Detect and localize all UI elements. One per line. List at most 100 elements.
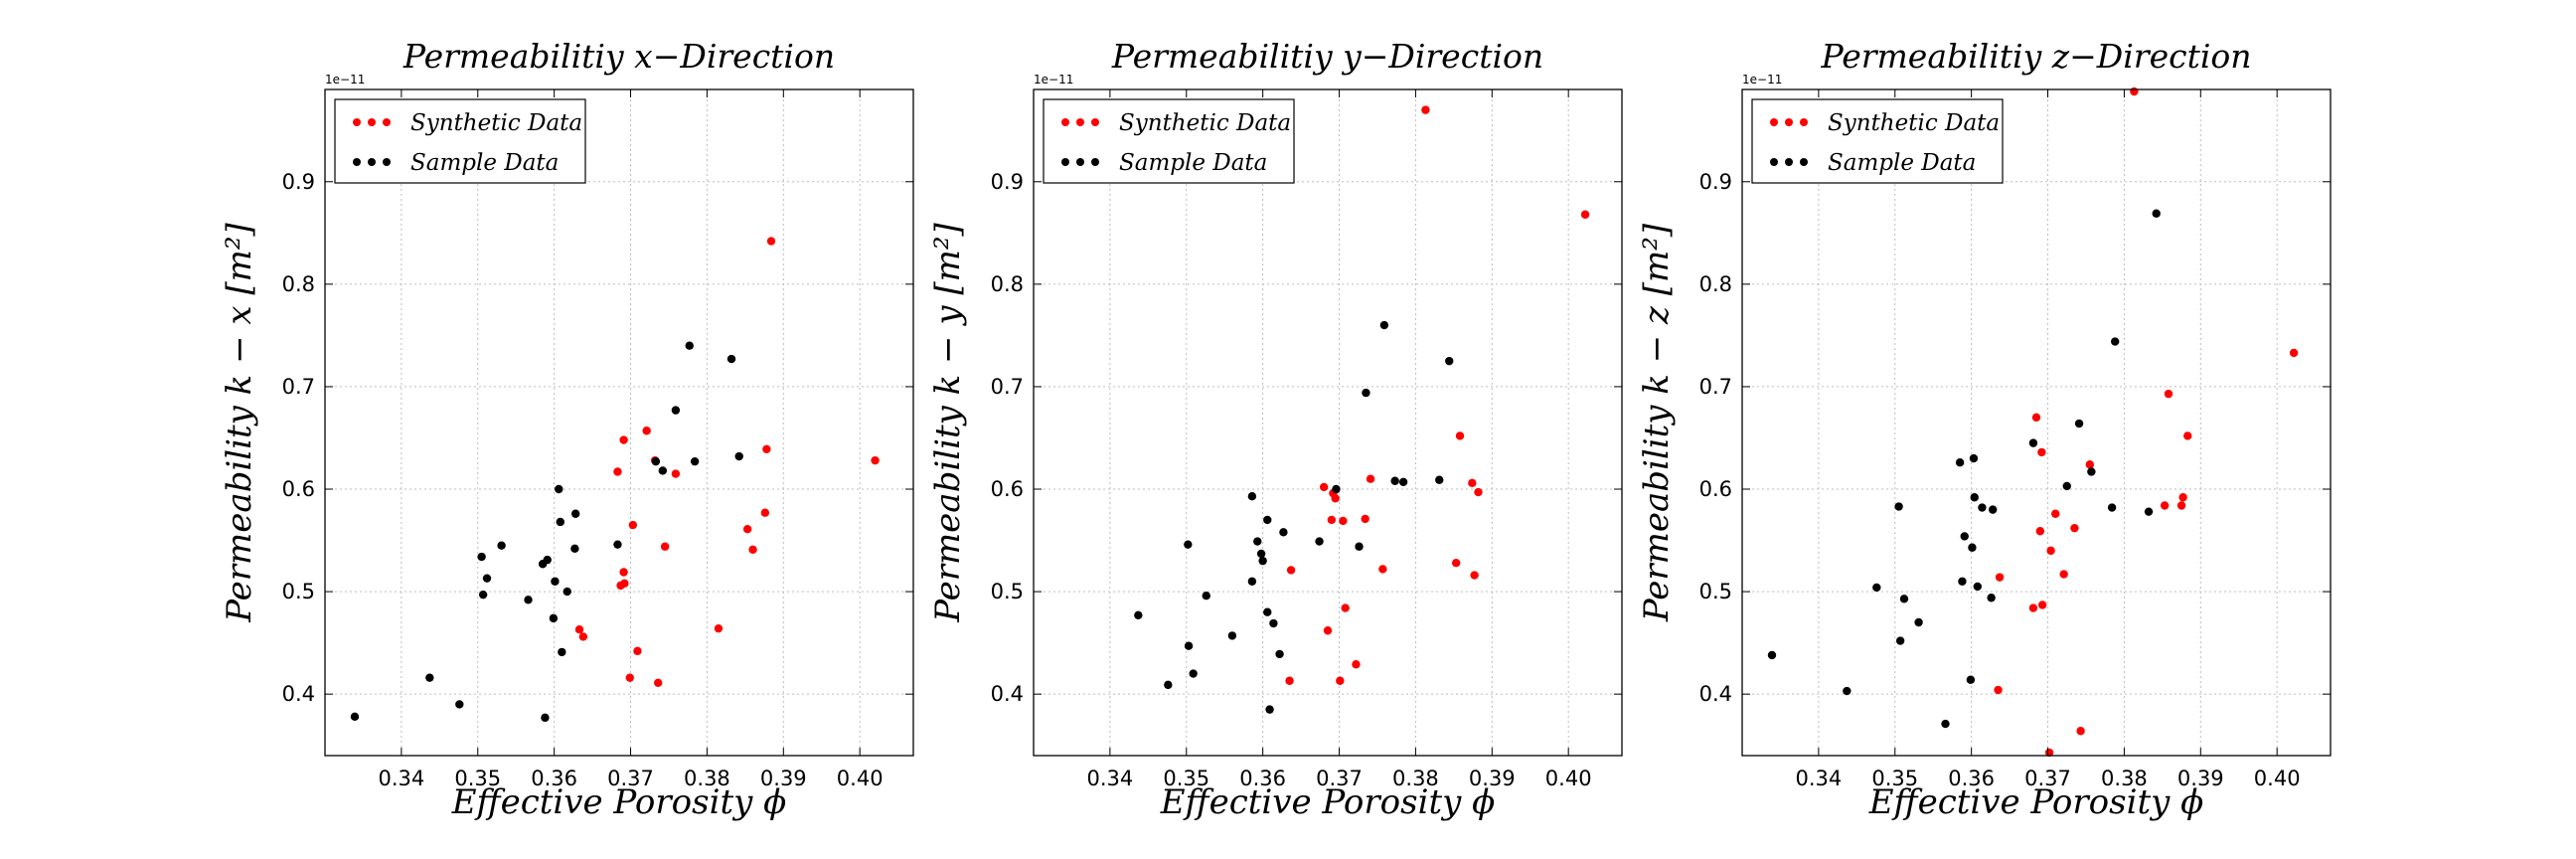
data-point [2037, 447, 2046, 457]
x-tick-label: 0.39 [1469, 767, 1516, 790]
y-tick-label: 0.5 [282, 580, 315, 603]
data-point [1435, 475, 1444, 484]
data-point [1445, 356, 1454, 366]
data-point [1202, 592, 1210, 601]
data-point [1899, 595, 1909, 603]
legend-marker [368, 118, 376, 126]
data-point [1285, 676, 1294, 685]
data-point [685, 341, 694, 350]
data-point [1341, 603, 1350, 612]
data-point [1470, 571, 1479, 580]
data-point [2070, 523, 2079, 533]
axes-frame [1741, 88, 2332, 757]
data-point [350, 712, 360, 722]
data-point [1941, 719, 1950, 729]
data-point [556, 517, 564, 527]
data-point [1474, 487, 1483, 497]
data-point [628, 520, 638, 530]
data-point [671, 469, 681, 478]
data-point [1966, 675, 1976, 684]
data-point [1973, 582, 1983, 592]
legend-marker [1770, 118, 1778, 126]
data-point [2160, 501, 2170, 510]
y-tick-label: 0.6 [991, 477, 1024, 501]
data-point [690, 456, 700, 466]
y-tick-label: 0.5 [991, 580, 1024, 603]
data-point [1958, 577, 1967, 586]
legend-marker [1800, 158, 1808, 166]
data-point [1319, 482, 1329, 492]
data-point [1468, 478, 1477, 488]
x-tick-label: 0.37 [2024, 767, 2071, 790]
legend-marker [1076, 118, 1084, 126]
y-multiplier: 1e−11 [1742, 73, 1782, 86]
data-point [558, 647, 566, 657]
y-tick-label: 0.4 [1699, 682, 1732, 706]
data-point [1970, 493, 1979, 502]
data-point [651, 456, 661, 466]
chart-panel-2: 0.34 0.35 0.36 0.37 0.38 0.39 0.40 0.4 0.5 0.6 0.7… [928, 37, 1623, 822]
data-point [2076, 727, 2085, 736]
x-tick-label: 0.35 [1163, 767, 1209, 790]
data-point [760, 508, 770, 517]
data-point [2107, 503, 2117, 512]
data-point [1336, 676, 1345, 685]
data-point [2289, 348, 2299, 358]
data-point [1978, 503, 1987, 512]
legend: Synthetic Data Sample Data [1043, 98, 1295, 184]
axes-frame [324, 88, 914, 757]
series-synthetic [1994, 86, 2299, 758]
legend-label: Synthetic Data [1119, 110, 1291, 136]
data-point [1987, 594, 1996, 602]
data-point [1184, 641, 1194, 650]
data-point [620, 579, 629, 589]
chart-panel-3: 0.34 0.35 0.36 0.37 0.38 0.39 0.40 0.4 0.5 0.6 0.7… [1637, 37, 2332, 822]
legend-marker [383, 118, 391, 126]
data-point [658, 466, 668, 475]
data-point [1580, 210, 1590, 219]
data-point [2044, 748, 2054, 758]
data-point [619, 568, 628, 577]
y-tick-label: 0.9 [1699, 170, 1732, 194]
data-point [1265, 705, 1274, 714]
data-point [1455, 431, 1465, 440]
data-point [1258, 556, 1267, 566]
y-tick-label: 0.8 [282, 272, 315, 296]
data-point [578, 632, 588, 641]
data-point [766, 237, 776, 246]
legend-marker [1785, 118, 1793, 126]
x-tick-label: 0.34 [1087, 767, 1134, 790]
data-point [1362, 388, 1370, 398]
x-tick-label: 0.40 [1545, 767, 1592, 790]
data-point [2144, 507, 2154, 516]
data-point [1994, 685, 2003, 695]
y-tick-label: 0.7 [1699, 375, 1732, 399]
y-axis-label: Permeability k − z [m²] [1637, 223, 1677, 622]
x-tick-label: 0.37 [1316, 767, 1363, 790]
y-axis-label: Permeability k − y [m²] [928, 222, 968, 622]
data-point [1227, 631, 1237, 640]
y-tick-label: 0.7 [991, 375, 1024, 399]
data-point [2037, 601, 2047, 609]
legend-marker [1061, 118, 1069, 126]
data-point [2062, 481, 2071, 491]
data-point [2035, 527, 2045, 536]
legend-marker [1076, 158, 1084, 166]
data-point [1263, 515, 1272, 525]
data-point [2046, 546, 2055, 556]
data-point [625, 673, 634, 682]
x-tick-label: 0.38 [684, 767, 730, 790]
data-point [762, 444, 771, 453]
series-sample [1767, 209, 2161, 729]
x-axis-label: Effective Porosity ϕ [1160, 782, 1496, 822]
data-point [2059, 570, 2068, 579]
data-point [1332, 484, 1341, 494]
legend-label: Sample Data [1119, 150, 1267, 176]
chart-title: Permeabilitiy x−Direction [402, 37, 835, 76]
data-point [671, 406, 681, 415]
data-point [660, 542, 670, 551]
data-point [541, 713, 550, 723]
data-point [748, 545, 757, 555]
data-point [2183, 431, 2192, 440]
